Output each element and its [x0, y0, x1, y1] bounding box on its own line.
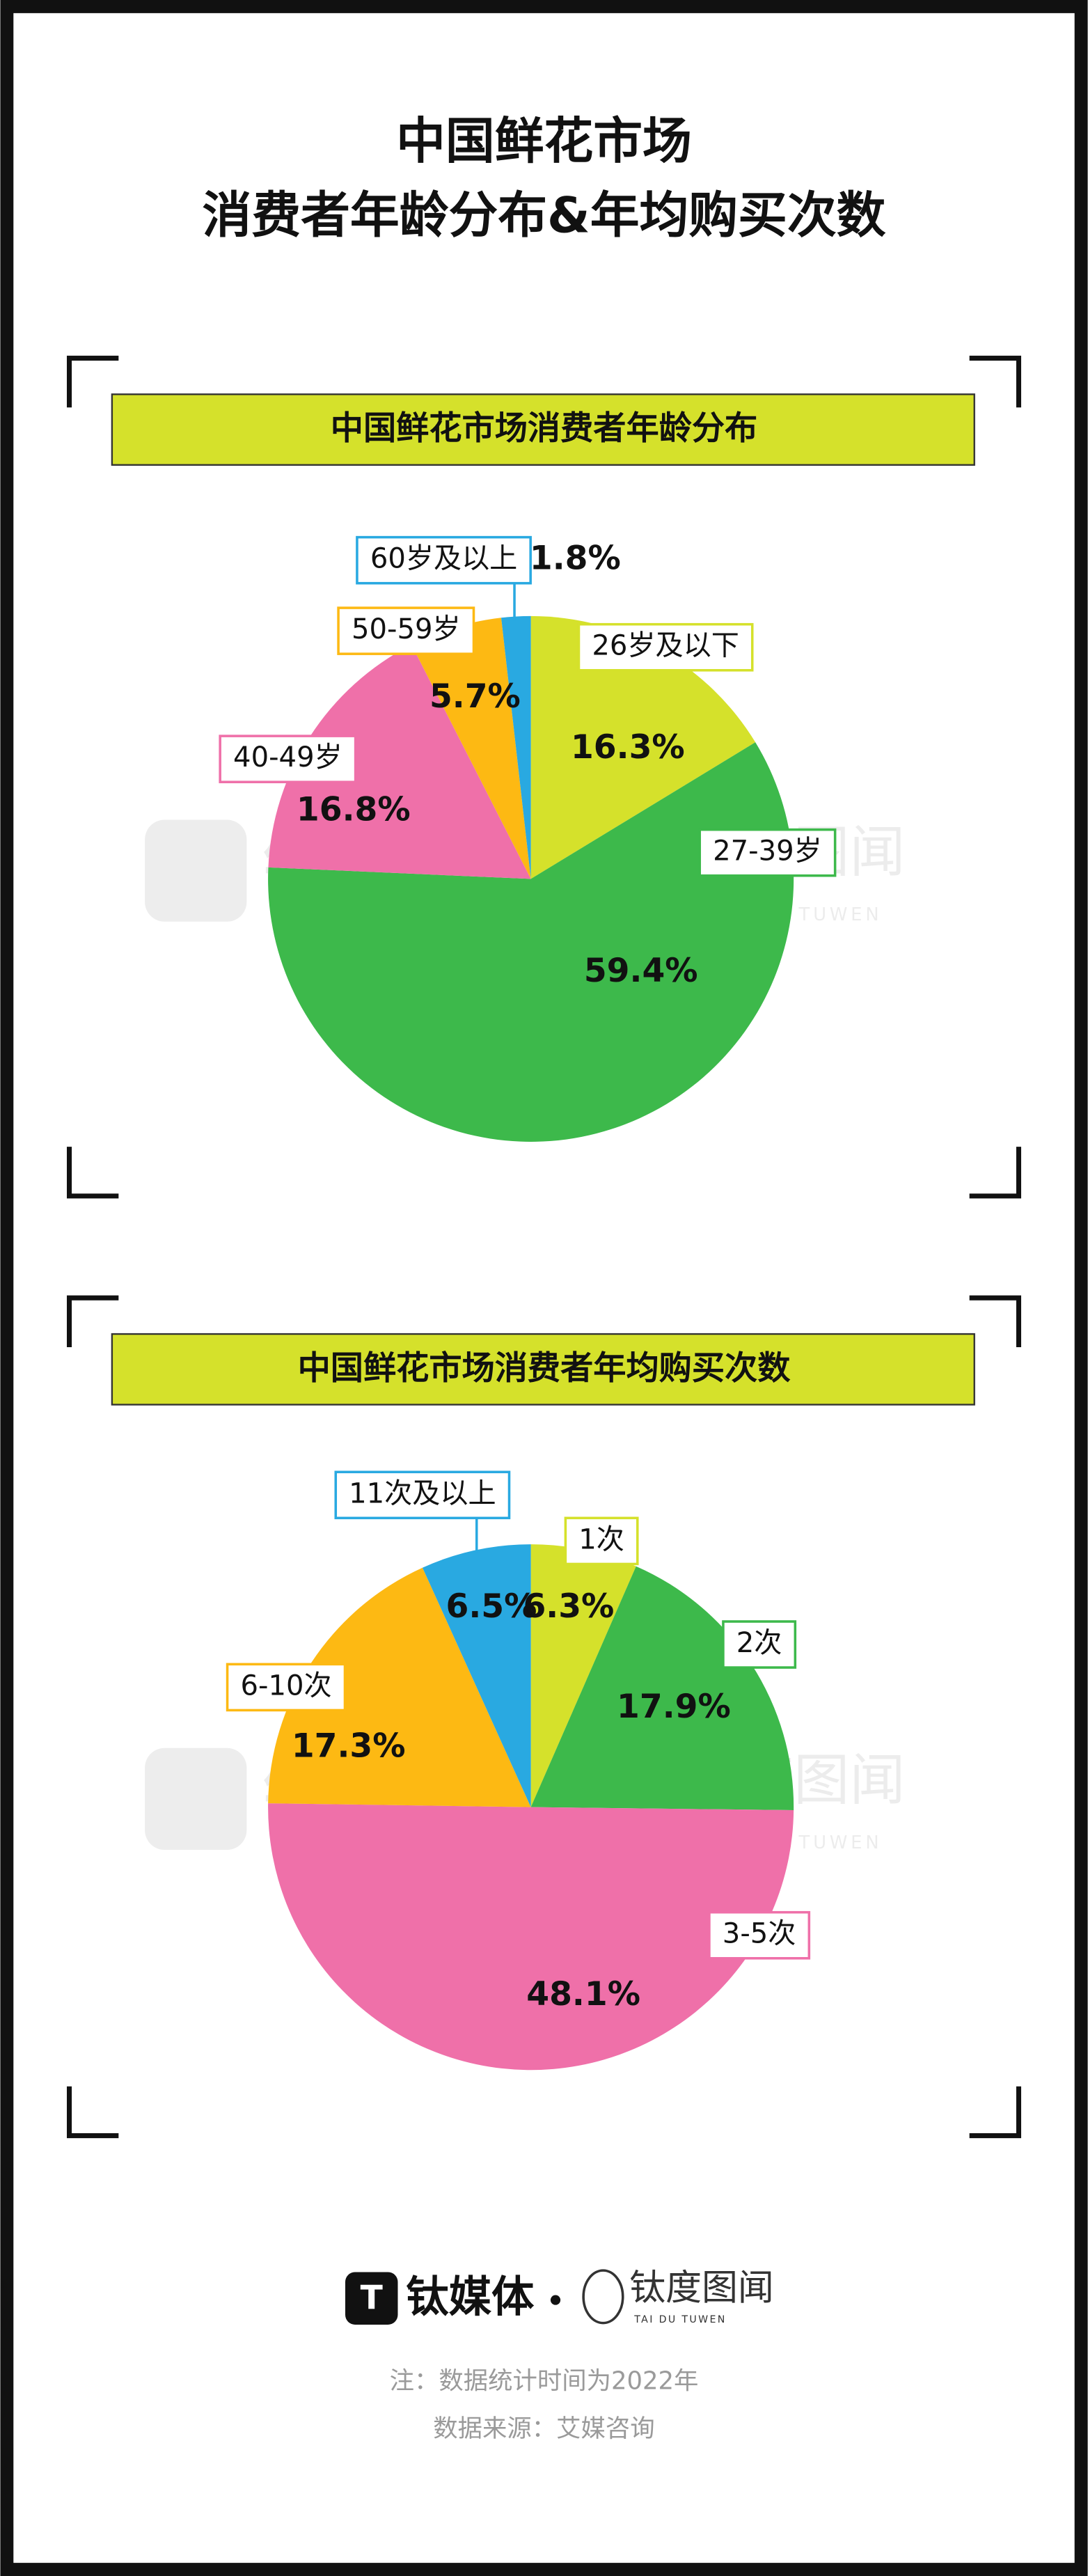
- corner-bracket: [67, 1295, 119, 1347]
- pie-slice: [411, 618, 531, 879]
- category-box: [577, 622, 754, 672]
- pie-chart: 中国鲜花市场消费者年均购买次数钛媒体钛度图闻TAI DU TUWEN6.3%17…: [67, 1295, 1021, 2139]
- pie-slice: [268, 1567, 531, 1807]
- value-label: 48.1%: [526, 1975, 640, 2013]
- corner-bracket: [969, 1147, 1021, 1199]
- corner-bracket: [969, 355, 1021, 408]
- pie-slice: [501, 615, 531, 879]
- section-header: [111, 393, 975, 466]
- brand2: 钛度图闻: [629, 2267, 774, 2309]
- category-box: [356, 535, 532, 585]
- category-box: [219, 735, 357, 783]
- category-label: 40-49岁: [233, 741, 342, 773]
- logo-letter: T: [361, 2279, 383, 2318]
- category-box: [226, 1663, 347, 1712]
- category-box: [708, 1910, 811, 1960]
- category-box: [337, 606, 475, 655]
- pie-slice: [530, 1566, 794, 1810]
- pie-slice: [422, 1544, 531, 1807]
- value-label: 17.3%: [292, 1727, 406, 1766]
- category-label: 2次: [736, 1627, 782, 1659]
- value-label: 16.3%: [571, 728, 685, 767]
- value-label: 5.7%: [429, 677, 521, 716]
- pie-slice: [530, 615, 756, 879]
- section-title: 中国鲜花市场消费者年均购买次数: [298, 1349, 791, 1388]
- note: 注：数据统计时间为2022年: [390, 2367, 699, 2396]
- category-box: [564, 1516, 639, 1566]
- main-title: 消费者年龄分布&年均购买次数: [203, 186, 886, 244]
- value-label: 6.5%: [446, 1587, 537, 1626]
- value-label: 16.8%: [297, 791, 411, 829]
- pie-chart: 中国鲜花市场消费者年龄分布钛媒体钛度图闻TAI DU TUWEN16.3%59.…: [67, 355, 1021, 1199]
- value-label: 6.3%: [523, 1587, 614, 1626]
- pie-slice: [530, 1544, 636, 1807]
- category-label: 26岁及以下: [592, 630, 739, 662]
- value-label: 1.8%: [530, 540, 621, 578]
- pie-slice: [268, 645, 531, 879]
- section-header: [111, 1333, 975, 1406]
- corner-bracket: [969, 2086, 1021, 2139]
- logo-icon: [345, 2272, 398, 2325]
- category-label: 27-39岁: [713, 835, 822, 867]
- category-label: 6-10次: [240, 1670, 331, 1702]
- corner-bracket: [969, 1295, 1021, 1347]
- pie-slice: [268, 742, 794, 1142]
- brand2-sub: TAI DU TUWEN: [633, 2314, 726, 2325]
- category-label: 11次及以上: [349, 1477, 496, 1509]
- watermark-icon: [145, 819, 247, 922]
- section-title: 中国鲜花市场消费者年龄分布: [331, 409, 757, 448]
- category-box: [334, 1470, 511, 1520]
- category-label: 3-5次: [723, 1918, 796, 1950]
- category-label: 60岁及以上: [370, 543, 517, 575]
- main-title: 中国鲜花市场: [396, 112, 692, 170]
- corner-bracket: [67, 2086, 119, 2139]
- value-label: 17.9%: [617, 1688, 731, 1726]
- category-box: [722, 1620, 797, 1669]
- note: 数据来源：艾媒咨询: [433, 2414, 654, 2443]
- category-label: 1次: [578, 1523, 624, 1555]
- footer: T 钛媒体 钛度图闻 TAI DU TUWEN 注：数据统计时间为2022年 数…: [345, 2267, 774, 2443]
- value-label: 59.4%: [584, 952, 698, 990]
- dot: [550, 2295, 561, 2305]
- pie-slice: [268, 1803, 794, 2071]
- brand: 钛媒体: [406, 2272, 535, 2322]
- corner-bracket: [67, 1147, 119, 1199]
- category-box: [698, 828, 837, 877]
- watermark-icon: [145, 1748, 247, 1851]
- corner-bracket: [67, 355, 119, 408]
- logo2-icon: [582, 2269, 624, 2325]
- charts: 中国鲜花市场消费者年龄分布钛媒体钛度图闻TAI DU TUWEN16.3%59.…: [67, 355, 1021, 2139]
- category-label: 50-59岁: [352, 613, 461, 645]
